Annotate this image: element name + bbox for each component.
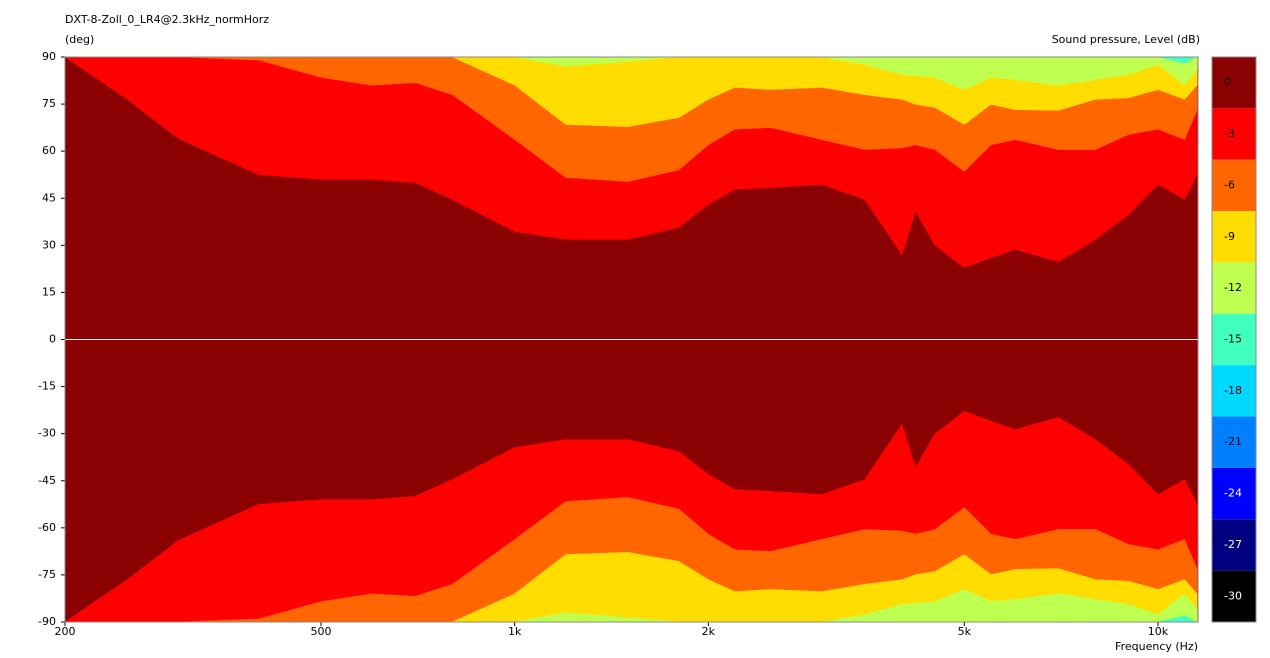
colorbar-label: -24 bbox=[1224, 487, 1242, 500]
x-tick-label: 200 bbox=[55, 625, 76, 638]
y-tick-label: -90 bbox=[38, 615, 56, 628]
colorbar-swatch bbox=[1212, 313, 1256, 366]
y-tick-label: -30 bbox=[38, 427, 56, 440]
x-tick-label: 500 bbox=[311, 625, 332, 638]
y-tick-label: -45 bbox=[38, 474, 56, 487]
colorbar-swatch bbox=[1212, 467, 1256, 520]
colorbar-swatch bbox=[1212, 416, 1256, 468]
colorbar-swatch bbox=[1212, 519, 1256, 571]
colorbar-label: 0 bbox=[1224, 76, 1231, 89]
colorbar-swatch bbox=[1212, 365, 1256, 417]
y-tick-label: 0 bbox=[49, 333, 56, 346]
colorbar-label: -30 bbox=[1224, 589, 1242, 602]
y-axis-label: (deg) bbox=[65, 33, 94, 46]
colorbar-label: -21 bbox=[1224, 435, 1242, 448]
colorbar-label: -12 bbox=[1224, 281, 1242, 294]
x-tick-label: 5k bbox=[958, 625, 972, 638]
colorbar-swatch bbox=[1212, 159, 1256, 212]
y-tick-label: 60 bbox=[42, 144, 56, 157]
colorbar-label: -27 bbox=[1224, 538, 1242, 551]
y-tick-label: -60 bbox=[38, 521, 56, 534]
colorbar-label: -15 bbox=[1224, 333, 1242, 346]
plot-frame bbox=[64, 56, 1199, 623]
colorbar-label: -18 bbox=[1224, 384, 1242, 397]
colorbar-frame bbox=[1211, 56, 1257, 623]
colorbar-swatch bbox=[1212, 57, 1256, 109]
colorbar-label: -3 bbox=[1224, 127, 1235, 140]
y-tick-label: 75 bbox=[42, 97, 56, 110]
colorbar-label: Sound pressure, Level (dB) bbox=[1052, 33, 1200, 46]
x-tick-label: 2k bbox=[702, 625, 716, 638]
y-tick-label: 30 bbox=[42, 238, 56, 251]
colorbar-swatch bbox=[1212, 570, 1256, 622]
y-tick-label: -15 bbox=[38, 380, 56, 393]
x-tick-label: 1k bbox=[508, 625, 522, 638]
y-tick-label: 45 bbox=[42, 191, 56, 204]
colorbar-label: -9 bbox=[1224, 230, 1235, 243]
colorbar-swatch bbox=[1212, 211, 1256, 263]
colorbar-swatch bbox=[1212, 108, 1256, 160]
colorbar-label: -6 bbox=[1224, 178, 1235, 191]
chart-title: DXT-8-Zoll_0_LR4@2.3kHz_normHorz bbox=[65, 13, 269, 26]
y-tick-label: -75 bbox=[38, 568, 56, 581]
y-tick-label: 90 bbox=[42, 50, 56, 63]
y-tick-label: 15 bbox=[42, 285, 56, 298]
x-axis-label: Frequency (Hz) bbox=[1115, 640, 1198, 653]
colorbar-swatch bbox=[1212, 262, 1256, 314]
x-tick-label: 10k bbox=[1148, 625, 1169, 638]
